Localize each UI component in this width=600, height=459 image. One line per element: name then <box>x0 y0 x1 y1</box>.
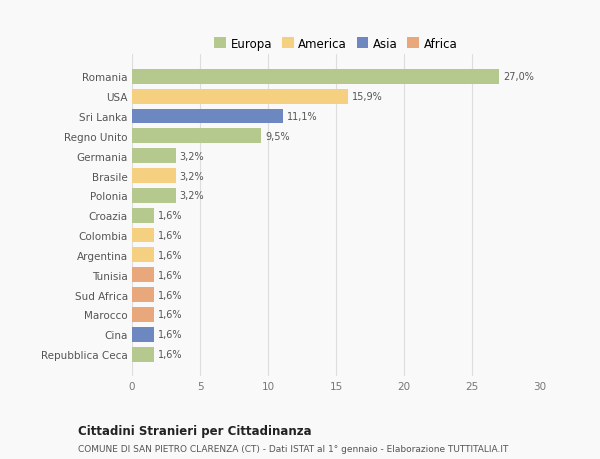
Text: 9,5%: 9,5% <box>265 132 290 141</box>
Text: 1,6%: 1,6% <box>158 270 182 280</box>
Bar <box>132 129 261 144</box>
Text: 1,6%: 1,6% <box>158 290 182 300</box>
Text: 1,6%: 1,6% <box>158 310 182 320</box>
Bar <box>132 169 176 184</box>
Text: Cittadini Stranieri per Cittadinanza: Cittadini Stranieri per Cittadinanza <box>78 425 311 437</box>
Text: 1,6%: 1,6% <box>158 211 182 221</box>
Text: 1,6%: 1,6% <box>158 330 182 340</box>
Text: 3,2%: 3,2% <box>179 171 204 181</box>
Bar <box>132 90 348 104</box>
Text: 1,6%: 1,6% <box>158 349 182 359</box>
Text: 1,6%: 1,6% <box>158 230 182 241</box>
Bar <box>132 109 283 124</box>
Bar <box>132 268 154 283</box>
Bar <box>132 327 154 342</box>
Bar <box>132 308 154 322</box>
Bar <box>132 70 499 84</box>
Text: 15,9%: 15,9% <box>352 92 383 102</box>
Bar <box>132 149 176 164</box>
Text: 27,0%: 27,0% <box>503 72 534 82</box>
Bar <box>132 228 154 243</box>
Bar <box>132 287 154 302</box>
Text: 3,2%: 3,2% <box>179 151 204 161</box>
Bar <box>132 208 154 223</box>
Legend: Europa, America, Asia, Africa: Europa, America, Asia, Africa <box>212 35 460 53</box>
Text: 1,6%: 1,6% <box>158 250 182 260</box>
Text: 3,2%: 3,2% <box>179 191 204 201</box>
Bar <box>132 248 154 263</box>
Text: 11,1%: 11,1% <box>287 112 317 122</box>
Text: COMUNE DI SAN PIETRO CLARENZA (CT) - Dati ISTAT al 1° gennaio - Elaborazione TUT: COMUNE DI SAN PIETRO CLARENZA (CT) - Dat… <box>78 444 508 453</box>
Bar <box>132 189 176 203</box>
Bar <box>132 347 154 362</box>
